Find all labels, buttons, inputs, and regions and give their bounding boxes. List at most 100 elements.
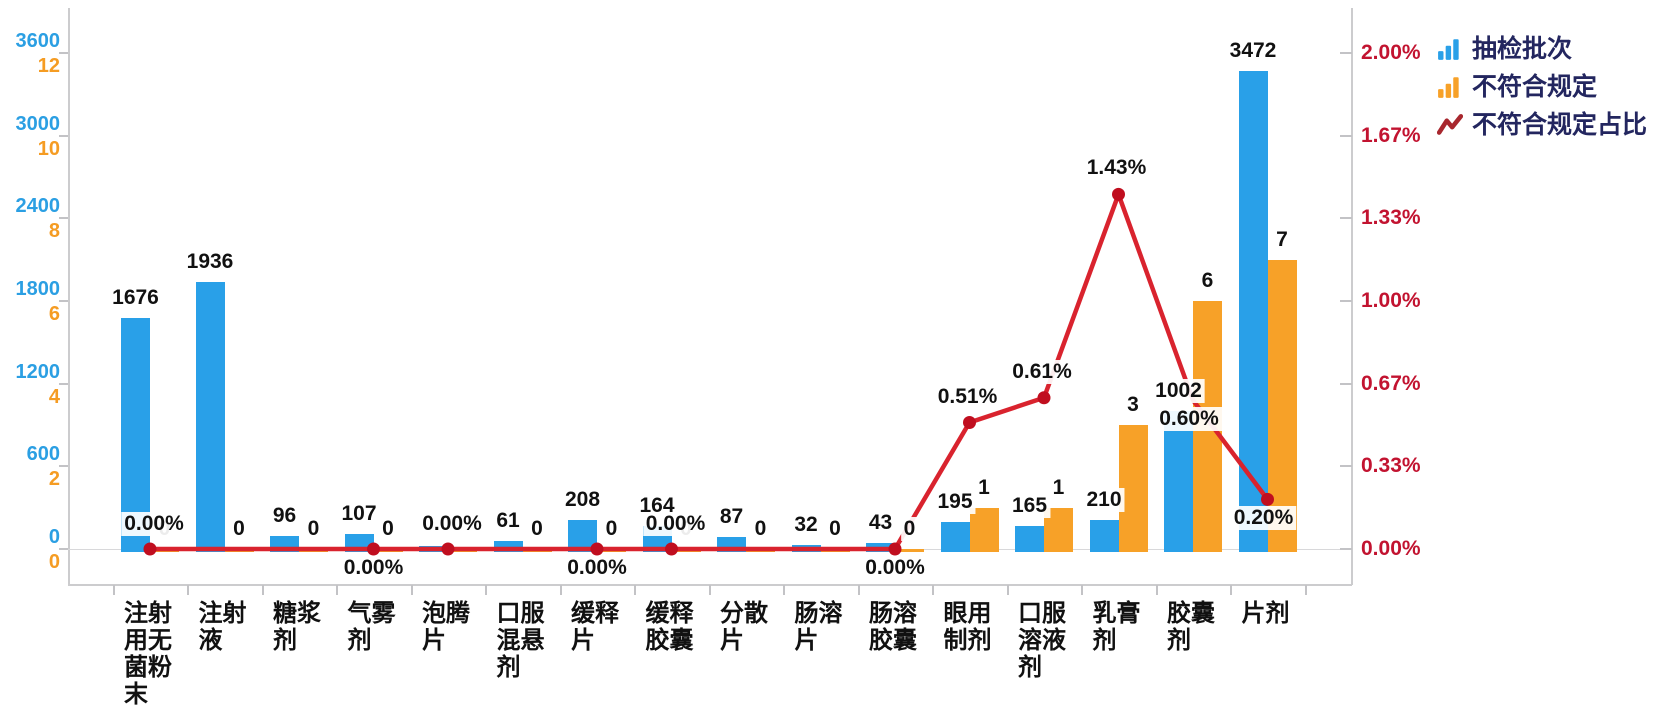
y-axis-left-tick	[59, 300, 68, 302]
x-axis-tick	[1304, 585, 1307, 595]
bar-value-label: 0	[900, 517, 919, 541]
x-axis-tick	[410, 585, 413, 595]
bar-sampled-batches	[568, 520, 597, 552]
bar-value-label: 0	[602, 517, 621, 541]
x-axis-tick	[1081, 585, 1084, 595]
bar-value-label: 0	[304, 517, 323, 541]
x-axis-label: 缓释胶囊	[645, 600, 694, 654]
bar-value-label: 3	[1124, 393, 1142, 417]
ratio-line-point	[963, 416, 976, 430]
ratio-percent-label: 1.43%	[1083, 156, 1150, 181]
bar-value-label: 61	[493, 508, 523, 533]
y-axis-right-tick	[1340, 217, 1352, 220]
bar-sampled-batches	[1238, 70, 1268, 552]
y-axis-label-ratio: 0.00%	[1361, 537, 1421, 560]
y-axis-label-ratio: 0.33%	[1361, 454, 1421, 478]
bar-value-label: 0	[528, 517, 546, 541]
y-axis-left-tick	[59, 52, 68, 54]
y-axis-label-ratio: 0.67%	[1361, 371, 1421, 395]
y-axis-label-ratio: 1.00%	[1361, 289, 1421, 312]
bar-value-label: 1	[975, 475, 993, 500]
ratio-percent-label: 0.00%	[340, 556, 407, 580]
x-axis-tick	[336, 585, 339, 595]
x-axis-tick	[1006, 585, 1009, 595]
bar-sampled-batches	[1015, 526, 1044, 552]
x-axis-label: 口服溶液剂	[1018, 600, 1066, 681]
x-axis-tick	[485, 585, 488, 595]
x-axis-tick	[1155, 585, 1158, 595]
bar-noncompliant	[820, 549, 850, 552]
bar-value-label: 7	[1273, 227, 1291, 252]
bar-sampled-batches	[1164, 410, 1193, 552]
bar-value-label: 32	[791, 512, 821, 537]
x-axis-label: 胶囊剂	[1167, 600, 1215, 654]
x-axis-label: 缓释片	[571, 600, 619, 654]
y-axis-label-noncompliant: 10	[37, 137, 60, 160]
x-axis-tick	[783, 585, 786, 595]
legend-item-noncompliant[interactable]: 不符合规定	[1437, 68, 1647, 106]
bar-noncompliant	[1193, 301, 1222, 552]
ratio-percent-label: 0.51%	[934, 384, 1001, 409]
y-axis-label-noncompliant: 12	[37, 55, 60, 77]
y-axis-left-tick	[59, 548, 68, 550]
y-axis-label-ratio: 1.67%	[1361, 123, 1421, 147]
bar-value-label: 164	[636, 494, 678, 519]
bar-noncompliant	[299, 549, 328, 552]
bar-value-label: 6	[1198, 269, 1217, 293]
bar-noncompliant	[1044, 507, 1073, 552]
ratio-percent-label: 0.00%	[564, 556, 630, 580]
y-axis-right	[1351, 8, 1353, 585]
bar-noncompliant	[448, 549, 477, 552]
bar-value-label: 87	[716, 505, 747, 529]
x-axis-label: 肠溶胶囊	[869, 600, 917, 654]
y-axis-right-tick	[1340, 134, 1352, 137]
x-axis-label: 片剂	[1241, 600, 1290, 627]
bar-sampled-batches	[940, 522, 970, 552]
y-axis-label-noncompliant: 6	[48, 303, 60, 325]
y-axis-left-tick	[59, 382, 68, 385]
y-axis-left-tick	[59, 465, 68, 468]
x-axis-label: 乳膏剂	[1092, 600, 1141, 654]
bar-sampled-batches	[642, 526, 672, 552]
bar-value-label: 0	[155, 517, 174, 541]
bar-noncompliant	[969, 507, 999, 552]
bar-noncompliant	[1118, 425, 1148, 552]
y-axis-right-tick	[1340, 548, 1352, 550]
bar-sampled-batches	[344, 534, 374, 552]
bar-noncompliant	[150, 549, 179, 552]
x-axis-tick	[187, 585, 190, 595]
bar-value-label: 0	[379, 517, 397, 541]
ratio-line-point	[1112, 187, 1125, 201]
bar-sampled-batches	[195, 282, 225, 552]
y-axis-left	[68, 8, 70, 585]
y-axis-label-batches: 3000	[15, 112, 61, 135]
ratio-percent-label: 0.00%	[419, 512, 485, 536]
x-axis-label: 眼用制剂	[943, 600, 992, 654]
trend-line-icon	[1437, 114, 1463, 135]
bar-value-label: 208	[561, 488, 604, 513]
x-axis-tick	[559, 585, 562, 595]
y-axis-label-batches: 3600	[15, 30, 61, 52]
y-axis-right-tick	[1340, 300, 1352, 302]
y-axis-label-batches: 1800	[15, 278, 61, 300]
bar-value-label: 1	[1049, 475, 1068, 500]
ratio-percent-label: 0.00%	[862, 556, 928, 580]
bar-sampled-batches	[493, 540, 523, 552]
x-axis-tick	[112, 585, 115, 595]
ratio-percent-label: 0.61%	[1009, 359, 1075, 384]
y-axis-label-batches: 600	[26, 443, 60, 466]
y-axis-label-noncompliant: 0	[48, 551, 60, 573]
legend-label: 不符合规定占比	[1472, 111, 1648, 139]
bar-chart-icon	[1438, 39, 1459, 60]
x-axis-label: 泡腾片	[422, 600, 470, 654]
legend-item-noncompliant-ratio[interactable]: 不符合规定占比	[1437, 106, 1647, 144]
x-axis-label: 注射液	[198, 600, 247, 654]
x-axis-tick	[708, 585, 711, 595]
y-axis-label-ratio: 2.00%	[1361, 41, 1421, 64]
y-axis-right-tick	[1340, 382, 1352, 385]
bar-value-label: 0	[751, 517, 770, 541]
bar-value-label: 0	[230, 517, 248, 541]
legend-item-sampled-batches[interactable]: 抽检批次	[1437, 30, 1647, 68]
x-axis-tick	[857, 585, 860, 595]
